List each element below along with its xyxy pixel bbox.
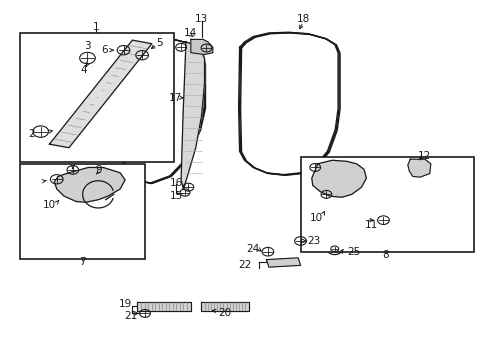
Text: 16: 16 xyxy=(169,178,183,188)
Bar xyxy=(20,33,173,162)
Text: 11: 11 xyxy=(364,220,377,230)
Text: 24: 24 xyxy=(245,244,259,254)
Polygon shape xyxy=(49,40,152,148)
Text: 23: 23 xyxy=(306,236,320,246)
Text: 6: 6 xyxy=(101,45,107,55)
Text: 25: 25 xyxy=(346,247,359,257)
Text: 10: 10 xyxy=(309,213,323,222)
Polygon shape xyxy=(181,42,204,189)
Bar xyxy=(300,157,473,252)
Text: 19: 19 xyxy=(118,299,131,309)
Text: 20: 20 xyxy=(218,309,231,318)
Text: 18: 18 xyxy=(296,14,309,24)
Bar xyxy=(20,164,144,259)
Text: 17: 17 xyxy=(168,93,182,103)
Polygon shape xyxy=(190,40,212,54)
Text: 9: 9 xyxy=(95,165,102,175)
Polygon shape xyxy=(54,167,125,202)
Text: 2: 2 xyxy=(28,129,35,139)
Polygon shape xyxy=(407,159,430,177)
Text: 1: 1 xyxy=(92,22,99,32)
Text: 10: 10 xyxy=(43,200,56,210)
Text: 3: 3 xyxy=(84,41,91,50)
Text: 13: 13 xyxy=(195,14,208,24)
Polygon shape xyxy=(137,302,190,311)
Text: 14: 14 xyxy=(184,28,197,38)
Polygon shape xyxy=(200,302,249,311)
Text: 8: 8 xyxy=(382,249,388,260)
Text: 21: 21 xyxy=(124,311,138,320)
Text: 15: 15 xyxy=(169,191,183,201)
Text: 4: 4 xyxy=(80,65,87,75)
Text: 12: 12 xyxy=(417,150,430,161)
Polygon shape xyxy=(266,258,300,267)
Polygon shape xyxy=(311,160,366,197)
Text: 7: 7 xyxy=(79,257,85,267)
Text: 22: 22 xyxy=(238,260,251,270)
Text: 5: 5 xyxy=(156,38,162,48)
